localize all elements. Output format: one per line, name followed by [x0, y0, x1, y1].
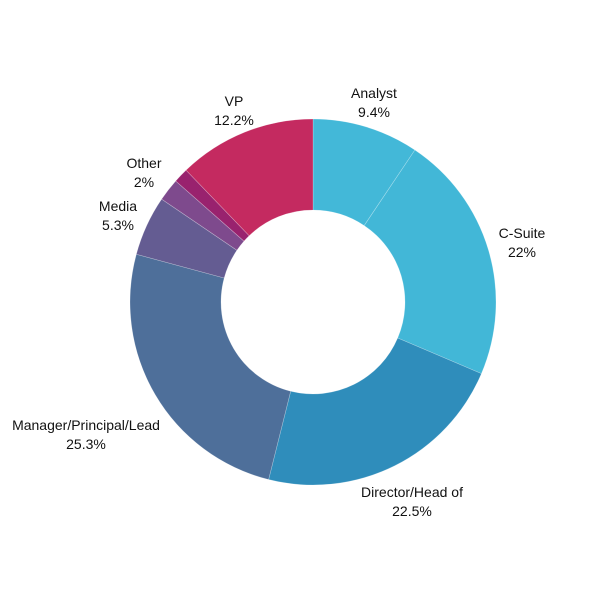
slice-value-label: 5.3% — [102, 217, 134, 233]
slice-label: Manager/Principal/Lead — [12, 417, 160, 433]
slice-c-suite — [363, 149, 497, 375]
slice-value-label: 22.5% — [392, 503, 432, 519]
slice-label: Director/Head of — [361, 484, 463, 500]
slice-media — [135, 198, 238, 279]
slice-unlabeled — [175, 169, 250, 242]
slice-value-label: 12.2% — [214, 112, 254, 128]
slice-vp — [185, 118, 314, 237]
slice-label: Analyst — [351, 85, 397, 101]
slice-value-label: 9.4% — [358, 104, 390, 120]
slice-value-label: 2% — [134, 174, 154, 190]
slice-director-head-of — [268, 337, 482, 486]
slice-value-label: 22% — [508, 244, 536, 260]
slice-label: Other — [126, 155, 161, 171]
slice-label: Media — [99, 198, 137, 214]
slice-analyst — [312, 118, 416, 227]
slice-manager-principal-lead — [129, 253, 292, 480]
slice-label: C-Suite — [499, 225, 546, 241]
slice-label: VP — [225, 93, 244, 109]
slice-value-label: 25.3% — [66, 436, 106, 452]
